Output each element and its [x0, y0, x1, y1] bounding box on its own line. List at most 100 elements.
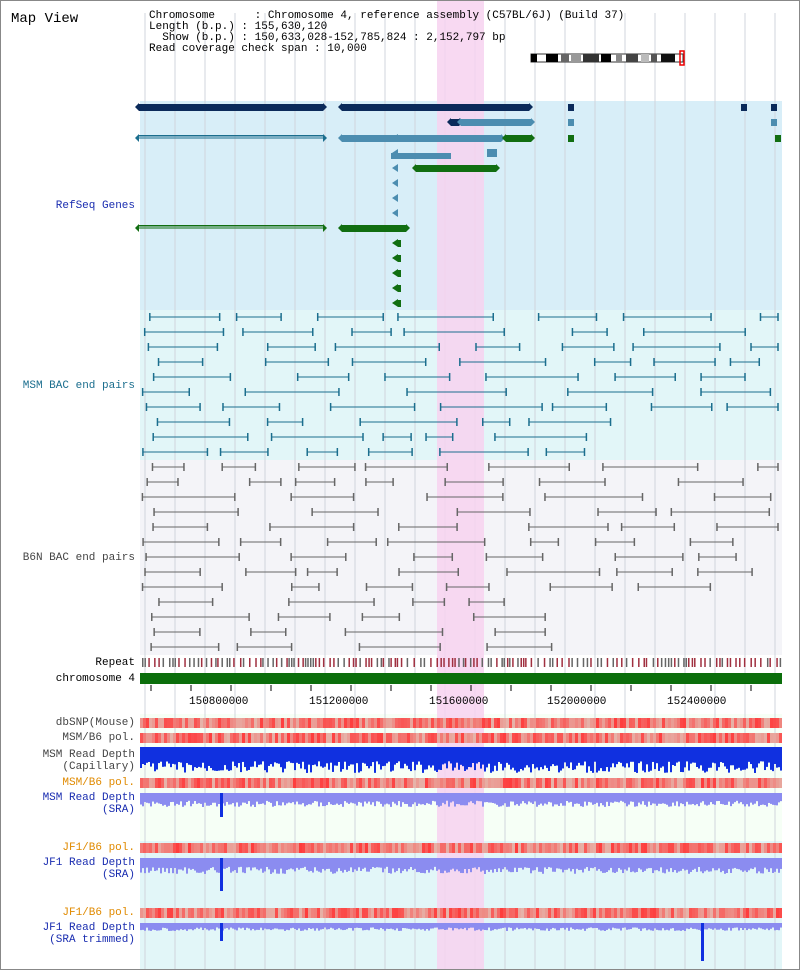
read-depth-bar: [318, 747, 320, 762]
read-depth-bar: [206, 858, 208, 871]
read-depth-bar: [452, 923, 454, 931]
polymorphism-cell: [554, 778, 557, 788]
polymorphism-cell: [152, 718, 155, 728]
polymorphism-cell: [755, 733, 758, 743]
read-depth-bar: [764, 923, 766, 930]
polymorphism-cell: [212, 778, 215, 788]
axis-tick-label: 151200000: [309, 696, 369, 708]
read-depth-bar: [714, 747, 716, 764]
read-depth-bar: [204, 858, 206, 874]
read-depth-bar: [242, 793, 244, 803]
track-label-jf1-read-depth-sra[interactable]: JF1 Read Depth (SRA): [42, 857, 135, 881]
read-depth-bar: [252, 793, 254, 805]
polymorphism-cell: [293, 908, 296, 918]
repeat-element: [205, 658, 208, 667]
read-depth-bar: [588, 858, 590, 871]
polymorphism-cell: [620, 733, 623, 743]
read-depth-bar: [398, 747, 400, 762]
track-label-msm-read-depth-sra[interactable]: MSM Read Depth (SRA): [42, 792, 135, 816]
polymorphism-cell: [449, 733, 452, 743]
polymorphism-cell: [194, 908, 197, 918]
read-depth-bar: [738, 793, 740, 804]
polymorphism-cell: [689, 733, 692, 743]
track-label-dbsnp[interactable]: dbSNP(Mouse): [55, 717, 135, 729]
polymorphism-cell: [221, 843, 224, 853]
read-depth-bar: [518, 793, 520, 806]
track-label-msm-b6-pol-1[interactable]: MSM/B6 pol.: [62, 732, 135, 744]
polymorphism-cell: [665, 778, 668, 788]
polymorphism-cell: [164, 908, 167, 918]
polymorphism-cell: [500, 778, 503, 788]
read-depth-bar: [732, 747, 734, 766]
polymorphism-cell: [407, 718, 410, 728]
repeat-element: [719, 658, 721, 667]
read-depth-bar: [186, 923, 188, 931]
repeat-element: [496, 658, 498, 667]
repeat-element: [188, 658, 191, 667]
read-depth-bar: [592, 923, 594, 929]
polymorphism-cell: [629, 718, 632, 728]
read-depth-bar: [256, 793, 258, 802]
read-depth-bar: [366, 793, 368, 804]
read-depth-bar: [406, 923, 408, 929]
polymorphism-cell: [695, 778, 698, 788]
polymorphism-cell: [635, 718, 638, 728]
read-depth-bar: [684, 858, 686, 871]
read-depth-bar: [588, 747, 590, 767]
polymorphism-cell: [347, 908, 350, 918]
read-depth-bar: [290, 858, 292, 869]
read-depth-bar: [754, 858, 756, 868]
track-label-msm-bac[interactable]: MSM BAC end pairs: [22, 380, 135, 392]
read-depth-bar: [480, 923, 482, 931]
polymorphism-cell: [377, 908, 380, 918]
read-depth-bar: [336, 793, 338, 804]
read-depth-bar: [308, 923, 310, 928]
polymorphism-cell: [521, 843, 524, 853]
read-depth-bar: [778, 747, 780, 768]
track-label-jf1-b6-pol-2[interactable]: JF1/B6 pol.: [62, 907, 135, 919]
read-depth-bar: [462, 747, 464, 767]
read-depth-bar: [494, 858, 496, 869]
polymorphism-cell: [512, 908, 515, 918]
read-depth-bar: [750, 793, 752, 803]
track-label-refseq[interactable]: RefSeq Genes: [55, 200, 135, 212]
polymorphism-cell: [722, 718, 725, 728]
polymorphism-cell: [368, 733, 371, 743]
polymorphism-cell: [575, 718, 578, 728]
polymorphism-cell: [419, 843, 422, 853]
track-label-jf1-read-depth-trimmed[interactable]: JF1 Read Depth (SRA trimmed): [42, 922, 135, 946]
polymorphism-cell: [752, 908, 755, 918]
polymorphism-cell: [218, 778, 221, 788]
track-label-b6n-bac[interactable]: B6N BAC end pairs: [22, 552, 135, 564]
polymorphism-cell: [158, 908, 161, 918]
track-label-msm-b6-pol-2[interactable]: MSM/B6 pol.: [62, 777, 135, 789]
read-depth-bar: [190, 793, 192, 807]
read-depth-bar: [764, 858, 766, 868]
read-depth-bar: [416, 747, 418, 765]
read-depth-bar: [270, 747, 272, 765]
polymorphism-cell: [377, 843, 380, 853]
read-depth-bar: [652, 747, 654, 762]
read-depth-bar: [680, 923, 682, 931]
read-depth-bar: [634, 747, 636, 772]
track-label-msm-read-depth-capillary[interactable]: MSM Read Depth (Capillary): [42, 749, 135, 773]
read-depth-bar: [574, 923, 576, 930]
read-depth-bar: [298, 923, 300, 929]
read-depth-bar: [536, 858, 538, 868]
read-depth-bar: [552, 747, 554, 765]
read-depth-bar: [696, 858, 698, 872]
track-label-chromosome[interactable]: chromosome 4: [55, 673, 135, 685]
track-label-jf1-b6-pol-1[interactable]: JF1/B6 pol.: [62, 842, 135, 854]
polymorphism-cell: [389, 843, 392, 853]
polymorphism-cell: [674, 733, 677, 743]
read-depth-bar: [350, 793, 352, 803]
read-depth-bar: [760, 793, 762, 805]
read-depth-bar: [582, 747, 584, 766]
read-depth-bar: [336, 747, 338, 766]
track-label-repeat[interactable]: Repeat: [95, 657, 135, 669]
polymorphism-cell: [314, 718, 317, 728]
read-depth-bar: [254, 793, 256, 807]
polymorphism-cell: [680, 908, 683, 918]
read-depth-bar: [248, 747, 250, 770]
